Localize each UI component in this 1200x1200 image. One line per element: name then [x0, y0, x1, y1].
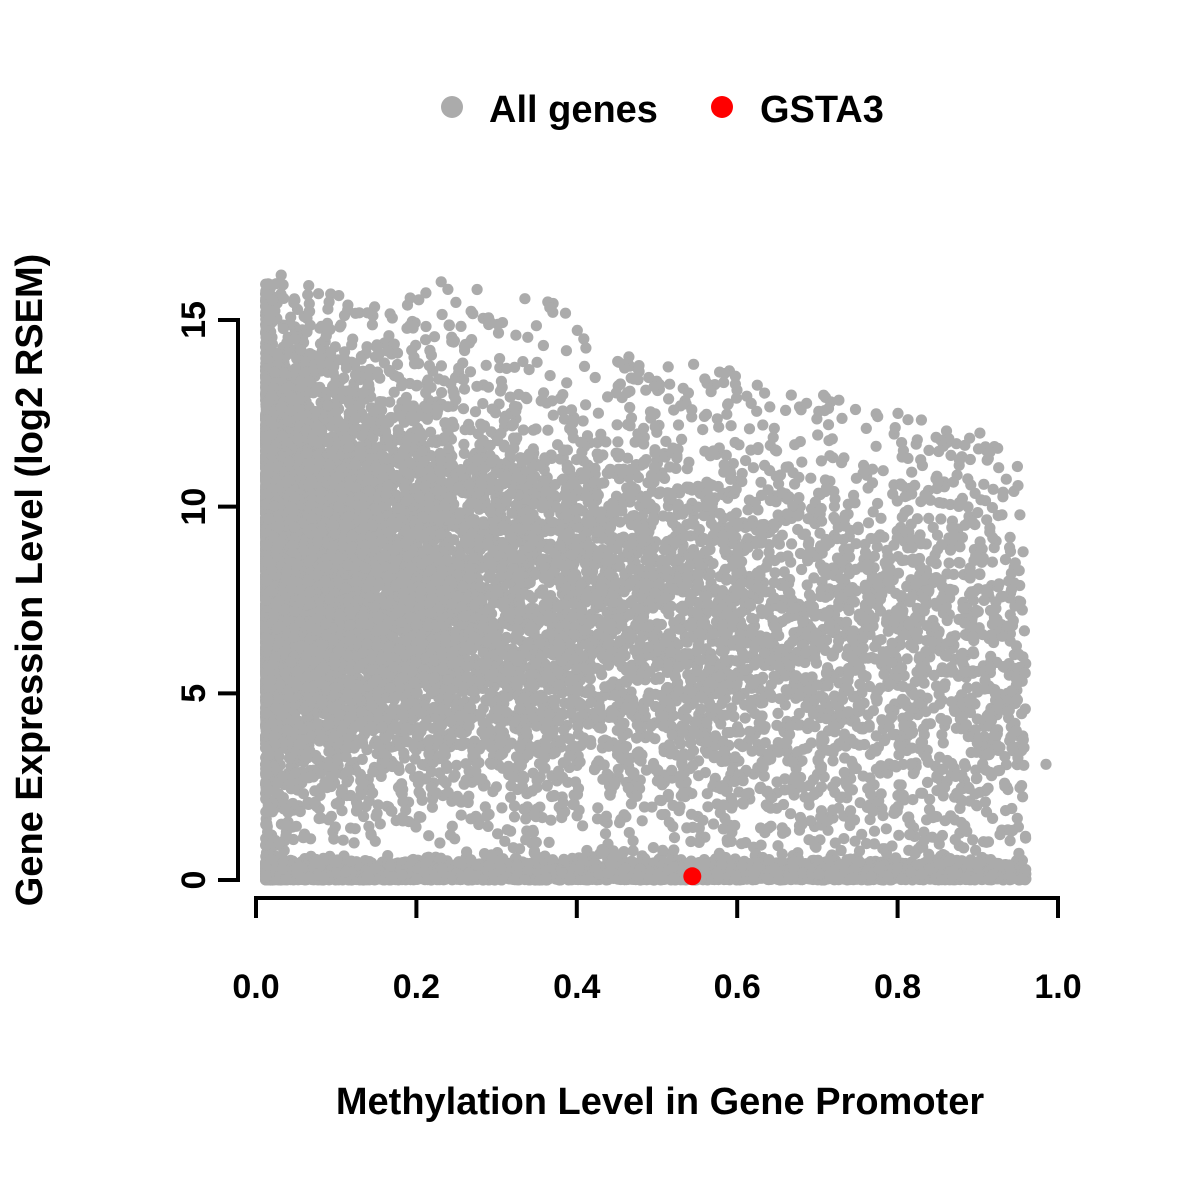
y-tick-label: 5: [175, 684, 213, 703]
y-tick-label: 10: [175, 488, 213, 526]
series-gsta3-points: [683, 867, 702, 886]
x-tick-label: 0.6: [714, 968, 761, 1006]
x-tick-label: 0.4: [553, 968, 600, 1006]
series-all-genes-points: [260, 269, 1052, 886]
x-tick-label: 0.8: [874, 968, 921, 1006]
y-axis: 0 5 10 15: [175, 301, 240, 889]
data-point-gsta3: [683, 867, 702, 886]
x-tick-label: 1.0: [1034, 968, 1081, 1006]
x-axis-line: [254, 896, 1060, 918]
x-tick-label: 0.2: [393, 968, 440, 1006]
x-axis-title: Methylation Level in Gene Promoter: [336, 1081, 984, 1123]
x-tick-labels: 0.0 0.2 0.4 0.6 0.8 1.0: [232, 968, 1081, 1006]
legend-label-all-genes: All genes: [489, 89, 658, 131]
legend-marker-all-genes: [441, 96, 463, 118]
y-axis-line: [218, 318, 240, 882]
y-tick-label: 0: [175, 871, 213, 890]
data-point-outlier: [1040, 758, 1052, 770]
y-tick-labels: 0 5 10 15: [175, 301, 213, 889]
legend: All genes GSTA3: [441, 89, 884, 131]
x-axis: 0.0 0.2 0.4 0.6 0.8 1.0: [232, 896, 1082, 1006]
legend-marker-gsta3: [711, 96, 733, 118]
x-tick-label: 0.0: [232, 968, 279, 1006]
legend-label-gsta3: GSTA3: [760, 89, 884, 131]
y-axis-title: Gene Expression Level (log2 RSEM): [9, 254, 51, 907]
y-tick-label: 15: [175, 301, 213, 339]
